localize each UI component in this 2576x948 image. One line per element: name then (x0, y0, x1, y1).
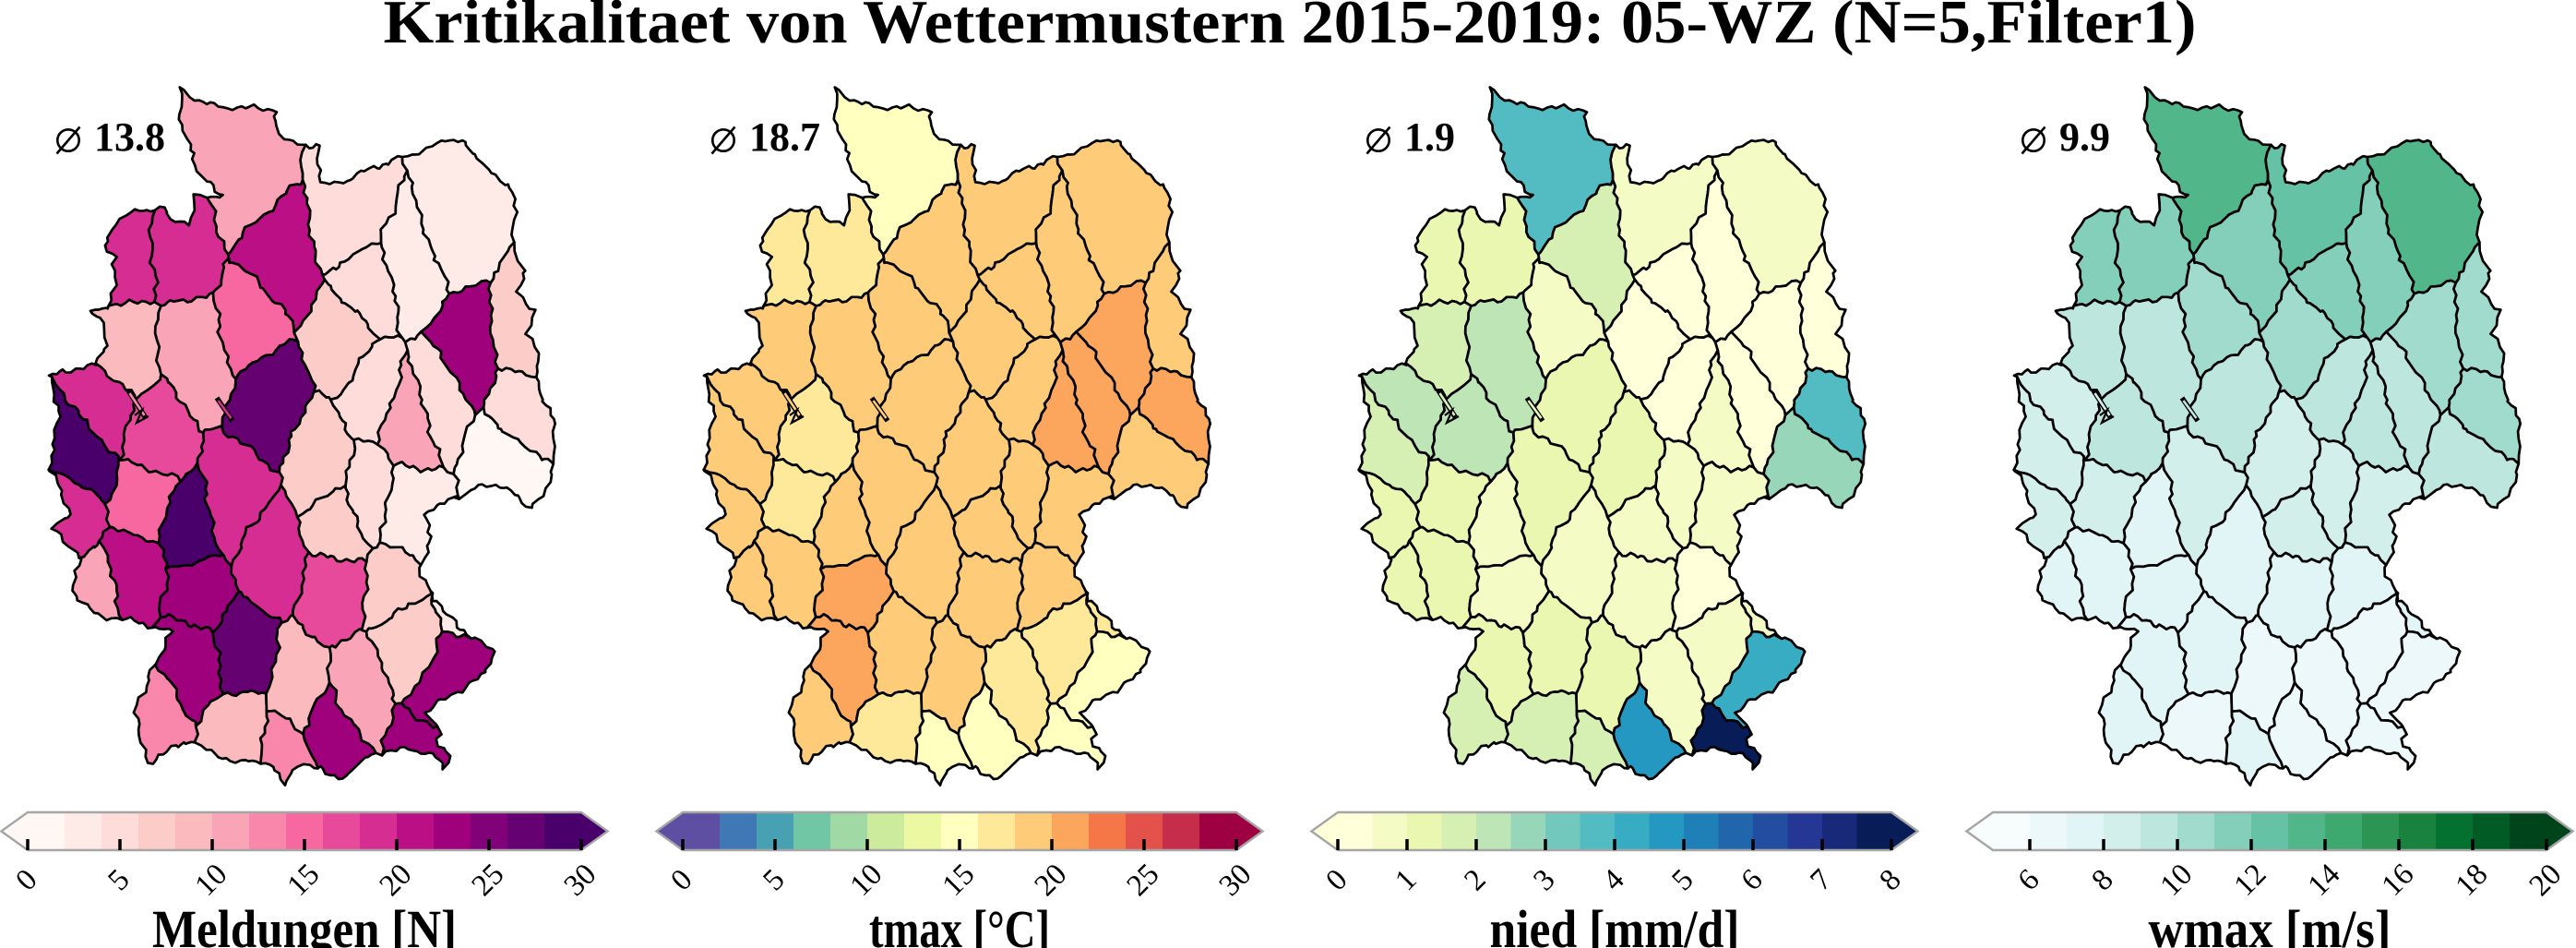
svg-text:13.8: 13.8 (94, 114, 165, 160)
svg-text:Kritikalitaet von Wettermuster: Kritikalitaet von Wettermustern 2015-201… (384, 0, 2197, 56)
svg-text:nied [mm/d]: nied [mm/d] (1490, 899, 1740, 948)
svg-text:1.9: 1.9 (1404, 114, 1455, 160)
svg-text:tmax [°C]: tmax [°C] (869, 899, 1050, 948)
svg-text:9.9: 9.9 (2059, 114, 2110, 160)
svg-text:18.7: 18.7 (749, 114, 820, 160)
svg-text:Meldungen [N]: Meldungen [N] (152, 899, 457, 948)
svg-text:wmax [m/s]: wmax [m/s] (2149, 899, 2391, 948)
